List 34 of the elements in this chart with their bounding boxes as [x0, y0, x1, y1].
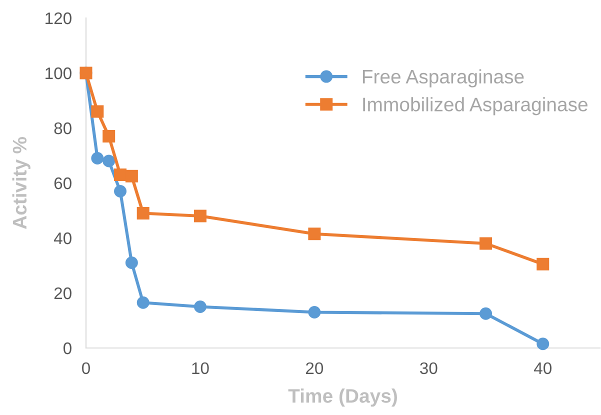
y-tick-label: 40	[54, 232, 72, 244]
y-tick-label: 20	[54, 287, 72, 300]
x-tick-label: 30	[420, 362, 438, 374]
point	[480, 237, 492, 250]
point	[536, 338, 550, 350]
y-axis-title: Activity %	[12, 137, 30, 229]
legend-label: Free Asparaginase	[362, 69, 524, 88]
y-tick-label: 80	[54, 122, 72, 134]
point	[114, 168, 127, 181]
y-tick-label: 100	[46, 67, 72, 80]
point	[308, 228, 321, 240]
point	[194, 300, 206, 313]
point	[125, 256, 138, 269]
point	[102, 154, 116, 168]
y-tick-label: 60	[54, 177, 72, 190]
x-tick-label: 20	[306, 362, 324, 374]
x-axis-title: Time (Days)	[288, 388, 397, 407]
x-tick-label: 0	[82, 362, 90, 374]
point	[125, 170, 138, 182]
point	[480, 307, 492, 320]
point	[136, 207, 150, 220]
point	[91, 152, 104, 164]
y-tick-label: 120	[46, 12, 72, 24]
point	[136, 296, 150, 309]
y-tick-label: 0	[63, 342, 72, 354]
point	[308, 306, 321, 318]
x-tick-label: 10	[192, 362, 209, 374]
x-tick-label: 40	[534, 362, 552, 374]
point	[536, 258, 550, 270]
point	[114, 185, 127, 198]
point	[102, 130, 116, 142]
point	[91, 105, 104, 118]
point	[194, 210, 206, 222]
legend-label: Immobilized Asparaginase	[363, 97, 588, 116]
